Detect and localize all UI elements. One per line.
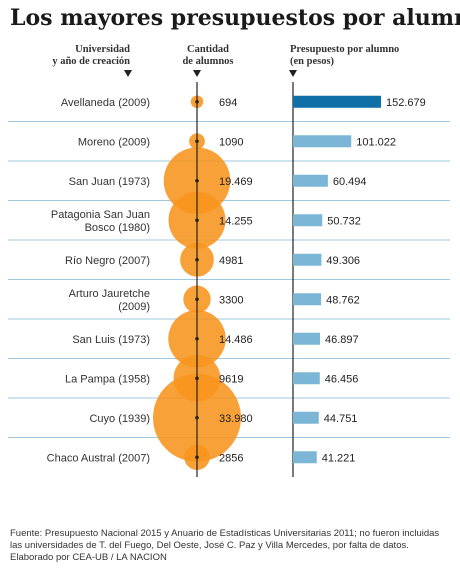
budget-bar: [293, 95, 381, 108]
university-label: San Juan (1973): [69, 176, 150, 188]
column-headers: Universidad y año de creación Cantidad de a…: [52, 44, 399, 77]
bubble-center-dot: [195, 139, 199, 144]
bubble-center-dot: [195, 455, 199, 460]
university-label: Patagonia San Juan Bosco (1980): [51, 209, 150, 234]
header-budget: Presupuesto por alumno (en pesos): [290, 44, 399, 67]
header-students: Cantidad de alumnos: [182, 44, 233, 67]
students-label: 14.486: [219, 334, 253, 346]
bubble-center-dot: [195, 415, 199, 420]
budget-bar: [293, 451, 317, 464]
university-label: La Pampa (1958): [65, 373, 150, 385]
budget-bar: [293, 174, 328, 187]
budget-label: 50.732: [327, 215, 361, 227]
university-label: Chaco Austral (2007): [47, 452, 150, 464]
budget-label: 46.456: [325, 373, 359, 385]
budget-bar: [293, 372, 320, 385]
budget-bar: [293, 135, 352, 148]
students-label: 33.980: [219, 413, 253, 425]
bubble-center-dot: [195, 257, 199, 262]
budget-label: 60.494: [333, 176, 367, 188]
bubble-centers: [195, 99, 199, 460]
students-label: 2856: [219, 452, 243, 464]
students-label: 4981: [219, 255, 243, 267]
budget-label: 41.221: [322, 452, 356, 464]
bars-layer: [293, 95, 381, 464]
budget-label: 101.022: [356, 136, 396, 148]
source-footnote: Fuente: Presupuesto Nacional 2015 y Anua…: [10, 528, 440, 563]
university-label: Cuyo (1939): [89, 413, 150, 425]
bubble-center-dot: [195, 178, 199, 183]
bubble-center-dot: [195, 99, 199, 104]
bubble-center-dot: [195, 218, 199, 223]
budget-label: 46.897: [325, 334, 359, 346]
header-arrow-icon: [289, 70, 297, 77]
students-label: 3300: [219, 294, 243, 306]
students-label: 1090: [219, 136, 243, 148]
university-label: San Luis (1973): [72, 334, 150, 346]
chart: Los mayores presupuestos por alumno Univ…: [8, 5, 460, 477]
budget-label: 48.762: [326, 294, 360, 306]
bubble-center-dot: [195, 297, 199, 302]
chart-title: Los mayores presupuestos por alumno: [10, 5, 460, 31]
bubble-center-dot: [195, 336, 199, 341]
university-label: Moreno (2009): [78, 136, 150, 148]
budget-bar: [293, 293, 322, 306]
students-label: 694: [219, 97, 237, 109]
labels-layer: Avellaneda (2009) 694 152.679 Moreno (2009)…: [47, 97, 426, 465]
axes-layer: [196, 82, 294, 477]
budget-label: 49.306: [326, 255, 360, 267]
budget-label: 44.751: [324, 413, 358, 425]
university-label: Avellaneda (2009): [61, 97, 150, 109]
budget-bar: [293, 214, 323, 227]
header-arrow-icon: [193, 70, 201, 77]
students-label: 14.255: [219, 215, 253, 227]
students-label: 19.469: [219, 176, 253, 188]
header-university: Universidad y año de creación: [52, 44, 130, 67]
budget-label: 152.679: [386, 97, 426, 109]
budget-bar: [293, 332, 321, 345]
university-label: Arturo Jauretche (2009): [69, 288, 150, 313]
header-arrow-icon: [124, 70, 132, 77]
budget-bar: [293, 411, 319, 424]
students-label: 9619: [219, 373, 243, 385]
university-label: Río Negro (2007): [65, 255, 150, 267]
budget-bar: [293, 253, 322, 266]
bubble-center-dot: [195, 376, 199, 381]
